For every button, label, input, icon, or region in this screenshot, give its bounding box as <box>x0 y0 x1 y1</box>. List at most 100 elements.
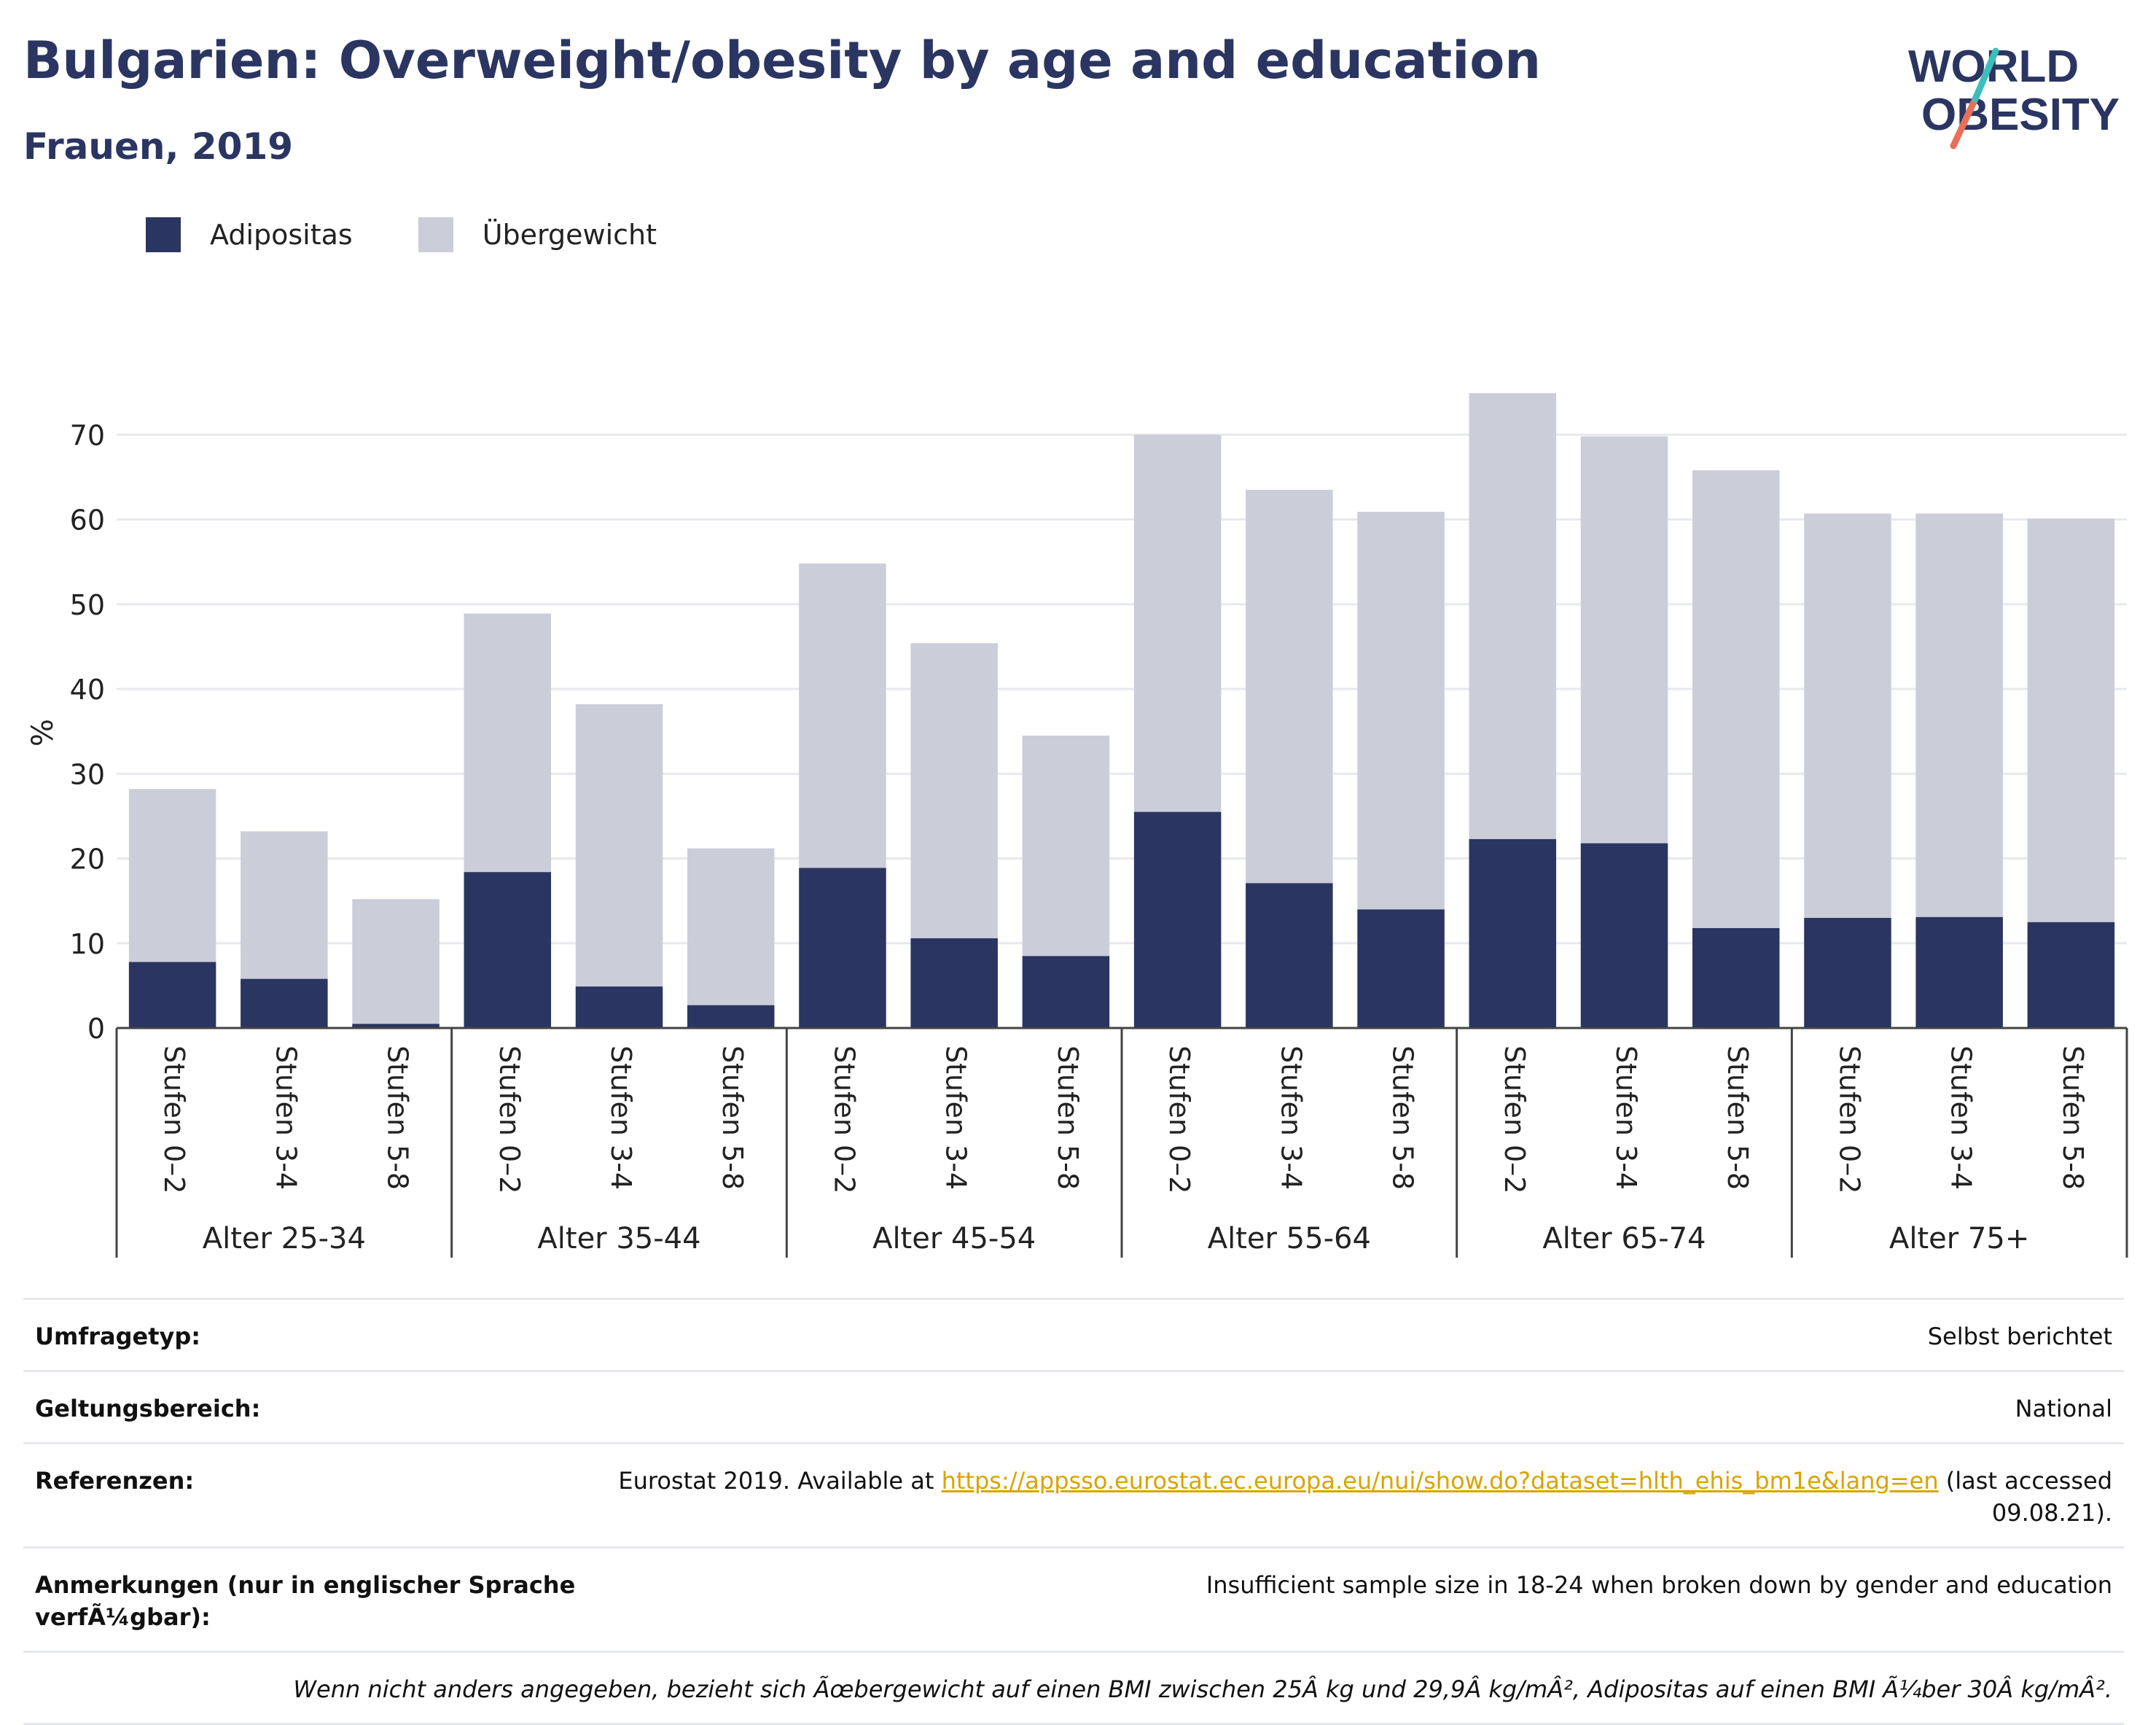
meta-row-scope: Geltungsbereich: National <box>23 1370 2124 1442</box>
x-tick-label: Stufen 3-4 <box>605 1045 637 1190</box>
bar-uebergewicht <box>799 563 886 868</box>
bar-adipositas <box>799 868 886 1028</box>
meta-row-references: Referenzen: Eurostat 2019. Available at … <box>23 1442 2124 1546</box>
bar-adipositas <box>2027 922 2115 1028</box>
x-tick-label: Stufen 3-4 <box>1610 1045 1642 1190</box>
world-obesity-logo: WORLD OBESITY <box>1908 42 2120 149</box>
x-tick-label: Stufen 5-8 <box>1722 1045 1754 1190</box>
legend-swatch-uebergewicht <box>418 217 453 252</box>
bar-adipositas <box>464 872 552 1028</box>
references-value: Eurostat 2019. Available at https://apps… <box>589 1465 2112 1529</box>
x-tick-label: Stufen 3-4 <box>1275 1045 1307 1190</box>
y-axis-label: % <box>26 719 60 747</box>
bmi-footnote: Wenn nicht anders angegeben, bezieht sic… <box>293 1675 2112 1703</box>
y-tick-label: 20 <box>70 844 105 876</box>
bar-uebergewicht <box>1357 512 1445 910</box>
group-label: Alter 75+ <box>1889 1222 2029 1255</box>
bar-adipositas <box>687 1005 775 1028</box>
x-tick-label: Stufen 3-4 <box>940 1045 972 1190</box>
bar-chart: 0 10 20 30 40 50 60 70% Stufen 0–2 Stufen 3-4 Stuf… <box>26 393 2128 1258</box>
x-tick-label: Stufen 0–2 <box>1163 1045 1195 1194</box>
references-date: 09.08.21). <box>1991 1499 2112 1527</box>
bar-uebergewicht <box>464 613 552 873</box>
bar-uebergewicht <box>575 704 663 987</box>
bar-uebergewicht <box>687 848 775 1005</box>
y-tick-label: 10 <box>70 928 105 960</box>
bar-adipositas <box>1246 883 1333 1028</box>
x-tick-label: Stufen 0–2 <box>493 1045 526 1194</box>
x-tick-label: Stufen 5-8 <box>1052 1045 1084 1190</box>
group-label: Alter 55-64 <box>1208 1222 1371 1255</box>
meta-row-survey: Umfragetyp: Selbst berichtet <box>23 1298 2124 1370</box>
bar-adipositas <box>575 986 663 1028</box>
y-tick-label: 60 <box>70 505 105 537</box>
legend-item-uebergewicht[interactable]: Übergewicht <box>418 217 657 252</box>
bar-uebergewicht <box>1246 489 1333 884</box>
x-tick-label: Stufen 3-4 <box>270 1045 302 1190</box>
bar-uebergewicht <box>1915 513 2003 917</box>
group-label: Alter 25-34 <box>203 1222 366 1255</box>
meta-row-footnote: Wenn nicht anders angegeben, bezieht sic… <box>23 1651 2124 1725</box>
x-tick-label: Stufen 0–2 <box>158 1045 190 1194</box>
bar-adipositas <box>1357 909 1445 1028</box>
notes-label: Anmerkungen (nur in englischer Sprache v… <box>35 1571 576 1631</box>
x-tick-label: Stufen 0–2 <box>828 1045 860 1194</box>
bar-adipositas <box>1804 917 1891 1028</box>
x-tick-label: Stufen 3-4 <box>1945 1045 1977 1190</box>
legend-label-uebergewicht: Übergewicht <box>482 219 657 251</box>
survey-type-label: Umfragetyp: <box>35 1323 201 1350</box>
bar-uebergewicht <box>128 789 216 962</box>
group-label: Alter 35-44 <box>537 1222 700 1255</box>
y-tick-label: 50 <box>70 589 105 621</box>
x-tick-label: Stufen 5-8 <box>382 1045 414 1190</box>
references-prefix: Eurostat 2019. Available at <box>618 1467 942 1495</box>
chart-title: Bulgarien: Overweight/obesity by age and… <box>23 31 1542 90</box>
bar-uebergewicht <box>2027 518 2115 922</box>
legend-item-adipositas[interactable]: Adipositas <box>146 217 353 252</box>
bar-adipositas <box>1133 811 1222 1028</box>
bar-adipositas <box>241 978 328 1028</box>
legend: Adipositas Übergewicht <box>146 217 722 252</box>
bar-uebergewicht <box>241 831 328 979</box>
bar-uebergewicht <box>1804 513 1891 918</box>
y-tick-label: 70 <box>70 419 105 451</box>
bar-uebergewicht <box>1692 470 1780 928</box>
y-tick-label: 40 <box>70 674 105 706</box>
scope-value: National <box>2015 1395 2112 1422</box>
x-tick-label: Stufen 0–2 <box>1833 1045 1865 1194</box>
scope-label: Geltungsbereich: <box>35 1395 261 1422</box>
bar-adipositas <box>1692 927 1780 1028</box>
x-tick-label: Stufen 5-8 <box>2057 1045 2089 1190</box>
eurostat-link[interactable]: https://appsso.eurostat.ec.europa.eu/nui… <box>941 1467 1939 1495</box>
notes-value: Insufficient sample size in 18-24 when b… <box>1206 1571 2112 1599</box>
chart-subtitle: Frauen, 2019 <box>23 125 294 168</box>
bar-adipositas <box>1022 956 1110 1028</box>
legend-swatch-adipositas <box>146 217 181 252</box>
x-tick-label: Stufen 5-8 <box>1387 1045 1419 1190</box>
y-tick-label: 0 <box>87 1013 105 1045</box>
bar-adipositas <box>910 938 998 1028</box>
legend-label-adipositas: Adipositas <box>210 219 353 251</box>
bar-uebergewicht <box>1469 393 1557 839</box>
bar-adipositas <box>1469 838 1557 1028</box>
bar-adipositas <box>352 1024 440 1028</box>
references-label: Referenzen: <box>35 1467 195 1495</box>
x-tick-label: Stufen 5-8 <box>716 1045 749 1190</box>
references-suffix: (last accessed <box>1938 1467 2112 1495</box>
bar-uebergewicht <box>910 643 998 938</box>
bar-adipositas <box>1915 916 2003 1028</box>
bar-uebergewicht <box>1580 436 1668 844</box>
group-label: Alter 45-54 <box>872 1222 1036 1255</box>
bar-uebergewicht <box>1022 735 1110 957</box>
x-tick-label: Stufen 0–2 <box>1499 1045 1531 1194</box>
metadata-table: Umfragetyp: Selbst berichtet Geltungsber… <box>23 1298 2124 1725</box>
svg-text:OBESITY: OBESITY <box>1921 90 2120 140</box>
meta-row-notes: Anmerkungen (nur in englischer Sprache v… <box>23 1546 2124 1651</box>
y-tick-label: 30 <box>70 758 105 790</box>
bar-adipositas <box>128 962 216 1028</box>
bar-uebergewicht <box>352 899 440 1024</box>
bar-adipositas <box>1580 843 1668 1028</box>
survey-type-value: Selbst berichtet <box>1927 1323 2112 1350</box>
bar-uebergewicht <box>1133 435 1222 812</box>
group-label: Alter 65-74 <box>1542 1222 1706 1255</box>
